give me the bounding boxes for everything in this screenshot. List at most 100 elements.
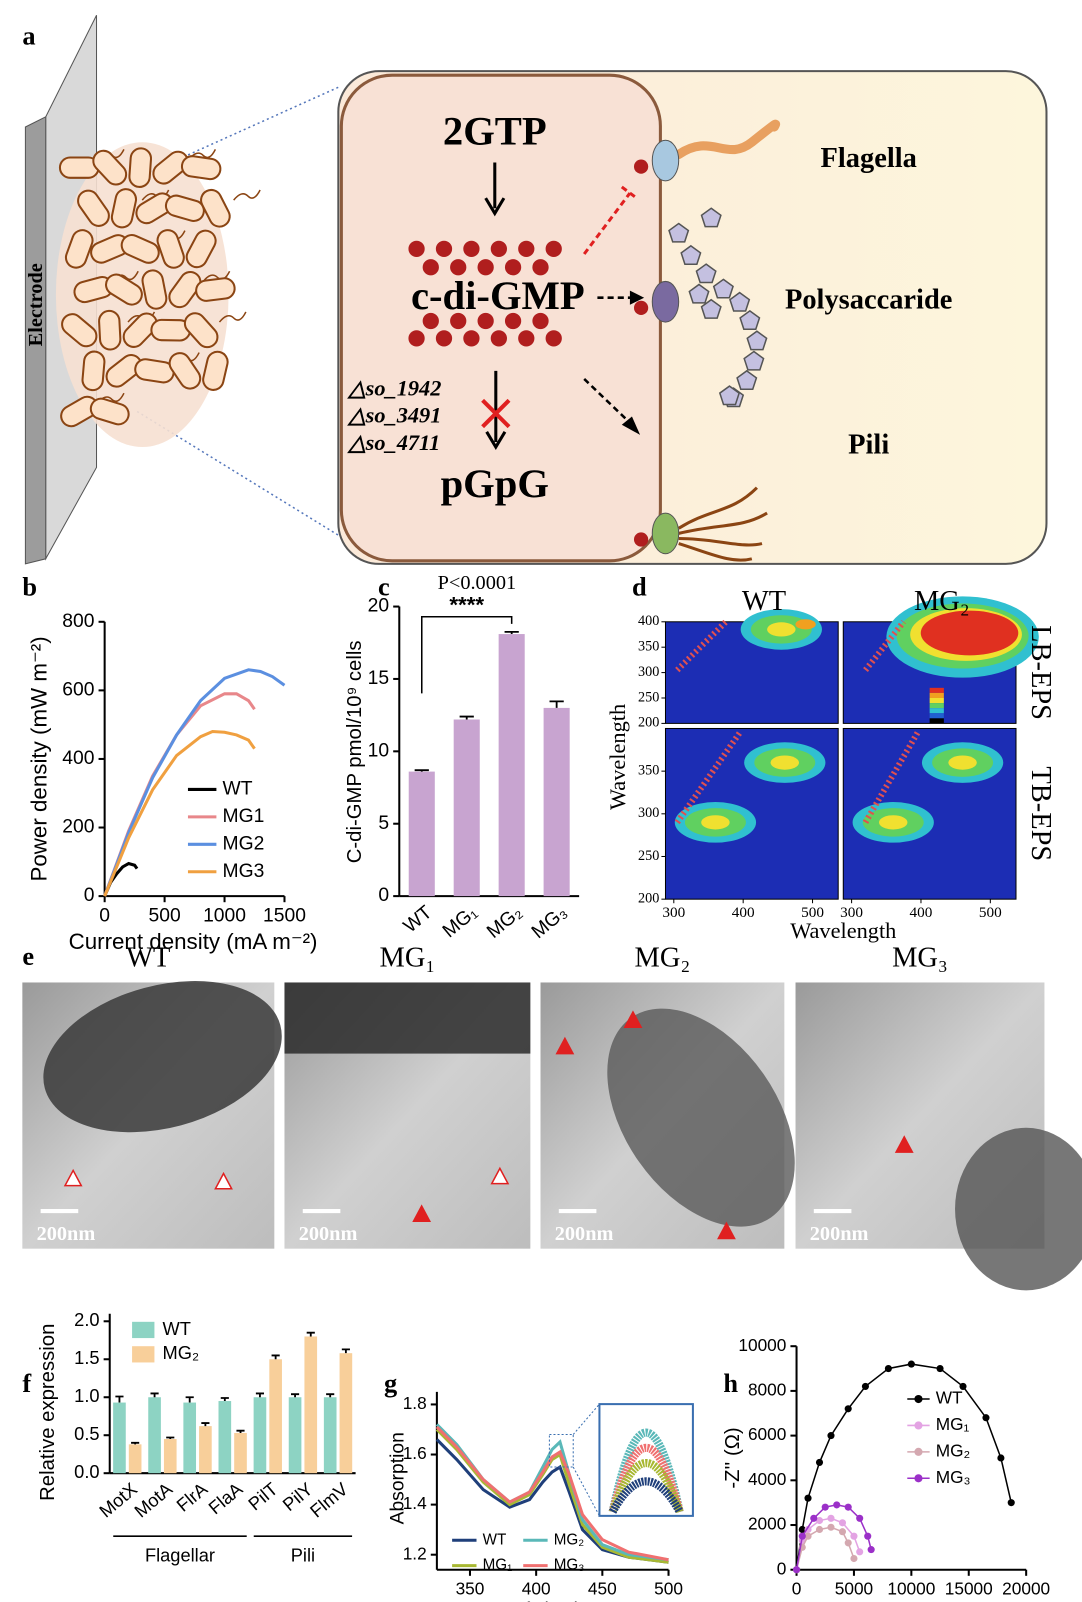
sugar xyxy=(718,385,741,406)
data-point xyxy=(833,1501,841,1509)
legend-label: MG3 xyxy=(223,861,265,882)
y-tick-label: 0 xyxy=(84,885,95,906)
receptor-dot xyxy=(633,159,649,174)
zoom-line xyxy=(136,410,341,538)
legend-label: MG₁ xyxy=(936,1414,970,1434)
legend-label: WT xyxy=(936,1388,963,1408)
y-tick-label: 200 xyxy=(638,715,659,731)
deletion: △so_3491 xyxy=(346,403,441,428)
sugar xyxy=(729,291,751,312)
x-tick-label: MG₁ xyxy=(439,902,482,943)
y-axis-label: Relative expression xyxy=(37,1324,59,1501)
data-point xyxy=(864,1532,872,1540)
cell-image xyxy=(955,1127,1082,1291)
decor xyxy=(22,15,1082,1291)
data-line xyxy=(103,668,286,897)
sugar xyxy=(695,263,717,284)
messenger-dot xyxy=(504,259,522,276)
column-title: WT xyxy=(742,586,786,617)
bar xyxy=(498,634,525,897)
x-tick-label: 400 xyxy=(522,1579,551,1599)
data-point xyxy=(798,1525,806,1534)
scale-bar-label: 200nm xyxy=(299,1223,358,1245)
sugar xyxy=(700,298,722,319)
data-point xyxy=(804,1494,812,1502)
x-tick-label: 300 xyxy=(662,904,685,921)
error-bar xyxy=(306,1331,315,1337)
marker-triangle xyxy=(894,1135,914,1153)
legend-label: WT xyxy=(163,1318,191,1339)
legend-label: MG₃ xyxy=(554,1557,585,1574)
data-point xyxy=(959,1382,967,1390)
data-point xyxy=(804,1532,812,1540)
group-label: Flagellar xyxy=(145,1544,215,1565)
error-bar xyxy=(115,1395,124,1403)
deletion: △so_1942 xyxy=(346,375,441,400)
pilus xyxy=(678,542,753,562)
bacterium xyxy=(152,150,189,185)
cell-image xyxy=(607,1008,795,1227)
flagellum xyxy=(674,119,781,160)
legend-swatch xyxy=(132,1346,155,1363)
data-point xyxy=(821,1503,829,1511)
bacterium xyxy=(98,309,122,351)
bar xyxy=(218,1401,232,1474)
data-line xyxy=(435,1425,669,1562)
data-point xyxy=(798,1532,806,1540)
bar xyxy=(323,1397,337,1474)
target: Polysaccaride xyxy=(785,284,952,315)
annotation: **** xyxy=(449,592,484,617)
bacterium xyxy=(164,194,205,222)
y-tick-label: 1.6 xyxy=(403,1443,427,1463)
pilus xyxy=(678,536,763,547)
data-point xyxy=(844,1539,852,1547)
x-tick-label: 500 xyxy=(148,906,180,927)
y-tick-label: 10 xyxy=(368,740,389,761)
y-tick-label: 15 xyxy=(368,668,389,689)
bacterium xyxy=(141,269,168,310)
bacterium-hair xyxy=(202,270,231,282)
messenger-dot xyxy=(477,259,494,276)
error-bar xyxy=(549,700,564,708)
bar xyxy=(113,1402,126,1474)
legend-label: MG₂ xyxy=(554,1531,585,1548)
panel-label: f xyxy=(22,1368,32,1398)
contour-band xyxy=(795,619,816,630)
block-x xyxy=(481,398,511,429)
contour-band xyxy=(878,815,908,830)
x-tick-label: 300 xyxy=(840,904,863,921)
messenger-dot xyxy=(490,330,507,347)
y-axis-label: Wavelength xyxy=(605,704,630,810)
legend-marker xyxy=(914,1394,923,1404)
bar xyxy=(253,1397,267,1474)
y-tick-label: 0 xyxy=(777,1558,787,1578)
data-point xyxy=(792,1566,801,1574)
receptor-dot xyxy=(633,532,649,547)
messenger-dot xyxy=(545,240,562,258)
group-label: Pili xyxy=(291,1544,315,1565)
sugar xyxy=(746,330,768,351)
annotation: P<0.0001 xyxy=(438,572,517,594)
data-point xyxy=(827,1514,835,1522)
inset-curve xyxy=(608,1459,684,1514)
colorbar-cell xyxy=(929,718,944,724)
data-point xyxy=(838,1528,847,1536)
messenger-dot xyxy=(532,312,549,330)
y-axis-label: Power density (mW m⁻²) xyxy=(27,636,52,881)
bar xyxy=(288,1397,302,1474)
x-tick-label: 10000 xyxy=(887,1579,935,1599)
bar xyxy=(163,1439,177,1474)
legend-label: WT xyxy=(483,1531,507,1548)
messenger-dot xyxy=(463,240,480,258)
panel-label: g xyxy=(384,1368,397,1398)
y-tick-label: 0.5 xyxy=(74,1423,99,1444)
x-tick-label: FlmV xyxy=(306,1478,353,1522)
data-point xyxy=(1007,1499,1015,1507)
zoom-line xyxy=(572,1403,600,1517)
pilus xyxy=(677,486,758,530)
bracket xyxy=(421,615,513,694)
x-tick-label: 450 xyxy=(588,1579,617,1599)
arrow-head xyxy=(629,290,645,305)
bacterium xyxy=(120,234,160,264)
